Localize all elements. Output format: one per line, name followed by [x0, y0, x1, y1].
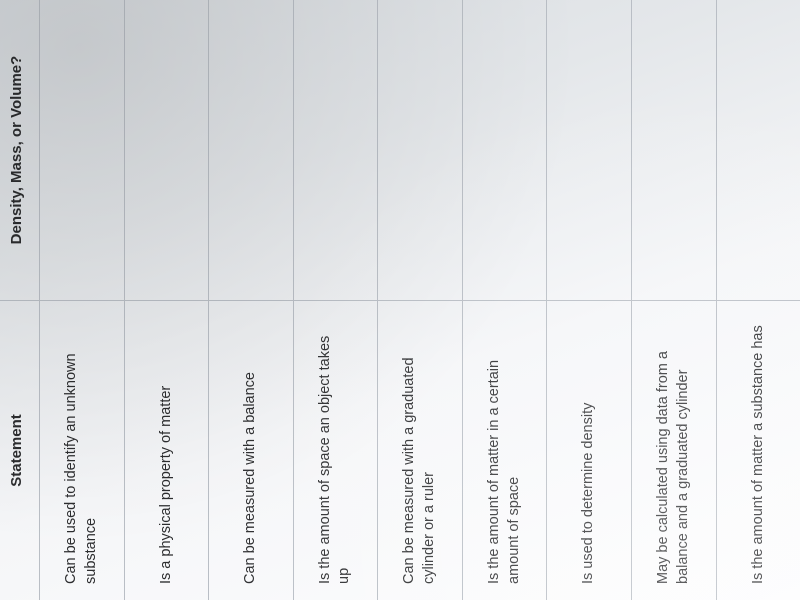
statement-cell: Is the amount of space an object takes u…: [294, 300, 378, 600]
answer-cell[interactable]: [294, 0, 378, 300]
table-header-row: Statement Density, Mass, or Volume?: [0, 0, 39, 600]
answer-cell[interactable]: [632, 0, 716, 300]
answer-cell[interactable]: [717, 0, 800, 300]
table-row: May be calculated using data from a bala…: [631, 0, 716, 600]
answer-cell[interactable]: [209, 0, 293, 300]
column-header-statement: Statement: [0, 300, 39, 600]
worksheet-table: Statement Density, Mass, or Volume? Can …: [0, 0, 800, 600]
table-row: Can be used to identify an unknown subst…: [39, 0, 124, 600]
table-body: Can be used to identify an unknown subst…: [39, 0, 800, 600]
statement-cell: Is the amount of matter in a certain amo…: [463, 300, 547, 600]
answer-cell[interactable]: [547, 0, 631, 300]
table-row: Can be measured with a graduated cylinde…: [377, 0, 462, 600]
column-header-answer: Density, Mass, or Volume?: [0, 0, 39, 300]
table-row: Is a physical property of matter: [124, 0, 209, 600]
answer-cell[interactable]: [40, 0, 124, 300]
statement-cell: Is the amount of matter a substance has: [717, 300, 800, 600]
statement-cell: Is used to determine density: [547, 300, 631, 600]
answer-cell[interactable]: [463, 0, 547, 300]
rotated-container: Statement Density, Mass, or Volume? Can …: [0, 0, 800, 600]
statement-cell: Can be used to identify an unknown subst…: [40, 300, 124, 600]
table-row: Is used to determine density: [546, 0, 631, 600]
answer-cell[interactable]: [378, 0, 462, 300]
table-row: Can be measured with a balance: [208, 0, 293, 600]
statement-cell: Can be measured with a graduated cylinde…: [378, 300, 462, 600]
statement-cell: Can be measured with a balance: [209, 300, 293, 600]
answer-cell[interactable]: [125, 0, 209, 300]
table-row: Is the amount of matter in a certain amo…: [462, 0, 547, 600]
table-row: Is the amount of matter a substance has: [716, 0, 800, 600]
table-row: Is the amount of space an object takes u…: [293, 0, 378, 600]
statement-cell: May be calculated using data from a bala…: [632, 300, 716, 600]
statement-cell: Is a physical property of matter: [125, 300, 209, 600]
